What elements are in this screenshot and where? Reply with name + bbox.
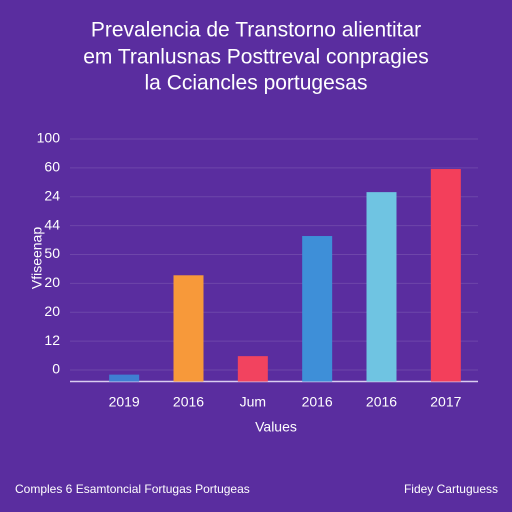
x-tick-label: Jum [240, 394, 266, 410]
y-tick-label: 12 [44, 332, 60, 348]
bar [430, 169, 461, 382]
y-tick-label: 0 [52, 361, 60, 377]
footer-left: Comples 6 Esamtoncial Fortugas Portugeas [15, 482, 250, 496]
bar [109, 374, 140, 382]
y-tick-label: 20 [44, 274, 60, 290]
x-tick-label: 2016 [302, 394, 333, 410]
y-tick-label: 44 [44, 216, 60, 232]
x-tick-label: 2019 [109, 394, 140, 410]
y-tick-label: 50 [44, 245, 60, 261]
x-tick-label: 2017 [430, 394, 461, 410]
y-tick-label: 100 [37, 130, 61, 146]
bar [173, 275, 204, 382]
bar [366, 192, 397, 382]
x-tick-label: 2016 [173, 394, 204, 410]
footer-right: Fidey Cartuguess [404, 482, 498, 496]
x-tick-label: 2016 [366, 394, 397, 410]
y-tick-label: 24 [44, 187, 60, 203]
chart-title: Prevalencia de Transtorno alientitar [91, 19, 421, 42]
chart-title: la Cciancles portugesas [145, 72, 368, 95]
chart-title: em Tranlusnas Posttreval conpragies [83, 46, 429, 69]
y-tick-label: 20 [44, 303, 60, 319]
y-axis-label: Vfiseenap [29, 227, 45, 289]
bar [302, 236, 333, 382]
bar [237, 356, 268, 382]
y-tick-label: 60 [44, 159, 60, 175]
x-axis-label: Values [255, 419, 297, 435]
